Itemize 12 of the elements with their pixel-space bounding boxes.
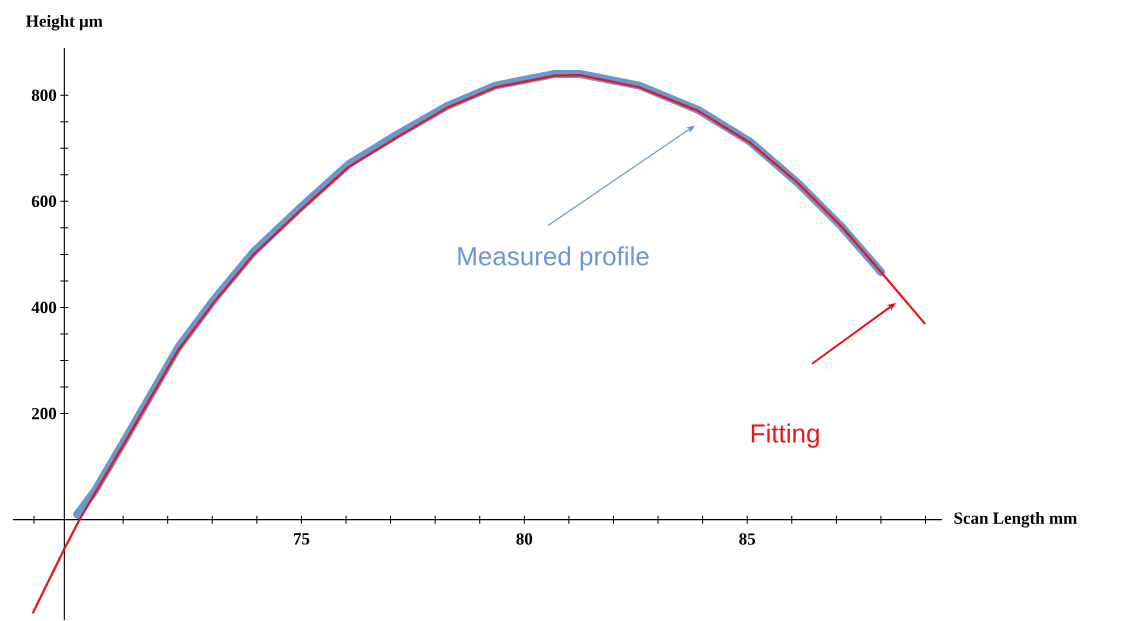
y-tick-label: 200 [31, 407, 57, 420]
y-axis-title: Height μm [26, 14, 103, 31]
annotation: Measured profile [458, 246, 649, 271]
y-tick-label: 600 [31, 195, 57, 208]
x-tick-label: 80 [516, 533, 533, 545]
y-tick-label: 400 [31, 301, 57, 314]
x-axis-title: Scan Length mm [954, 511, 1077, 528]
x-tick-label: 75 [293, 533, 310, 545]
annotation: Fitting [751, 423, 819, 448]
y-tick-label: 800 [31, 89, 57, 101]
x-tick-label: 85 [739, 533, 756, 545]
line-series [31, 73, 926, 614]
